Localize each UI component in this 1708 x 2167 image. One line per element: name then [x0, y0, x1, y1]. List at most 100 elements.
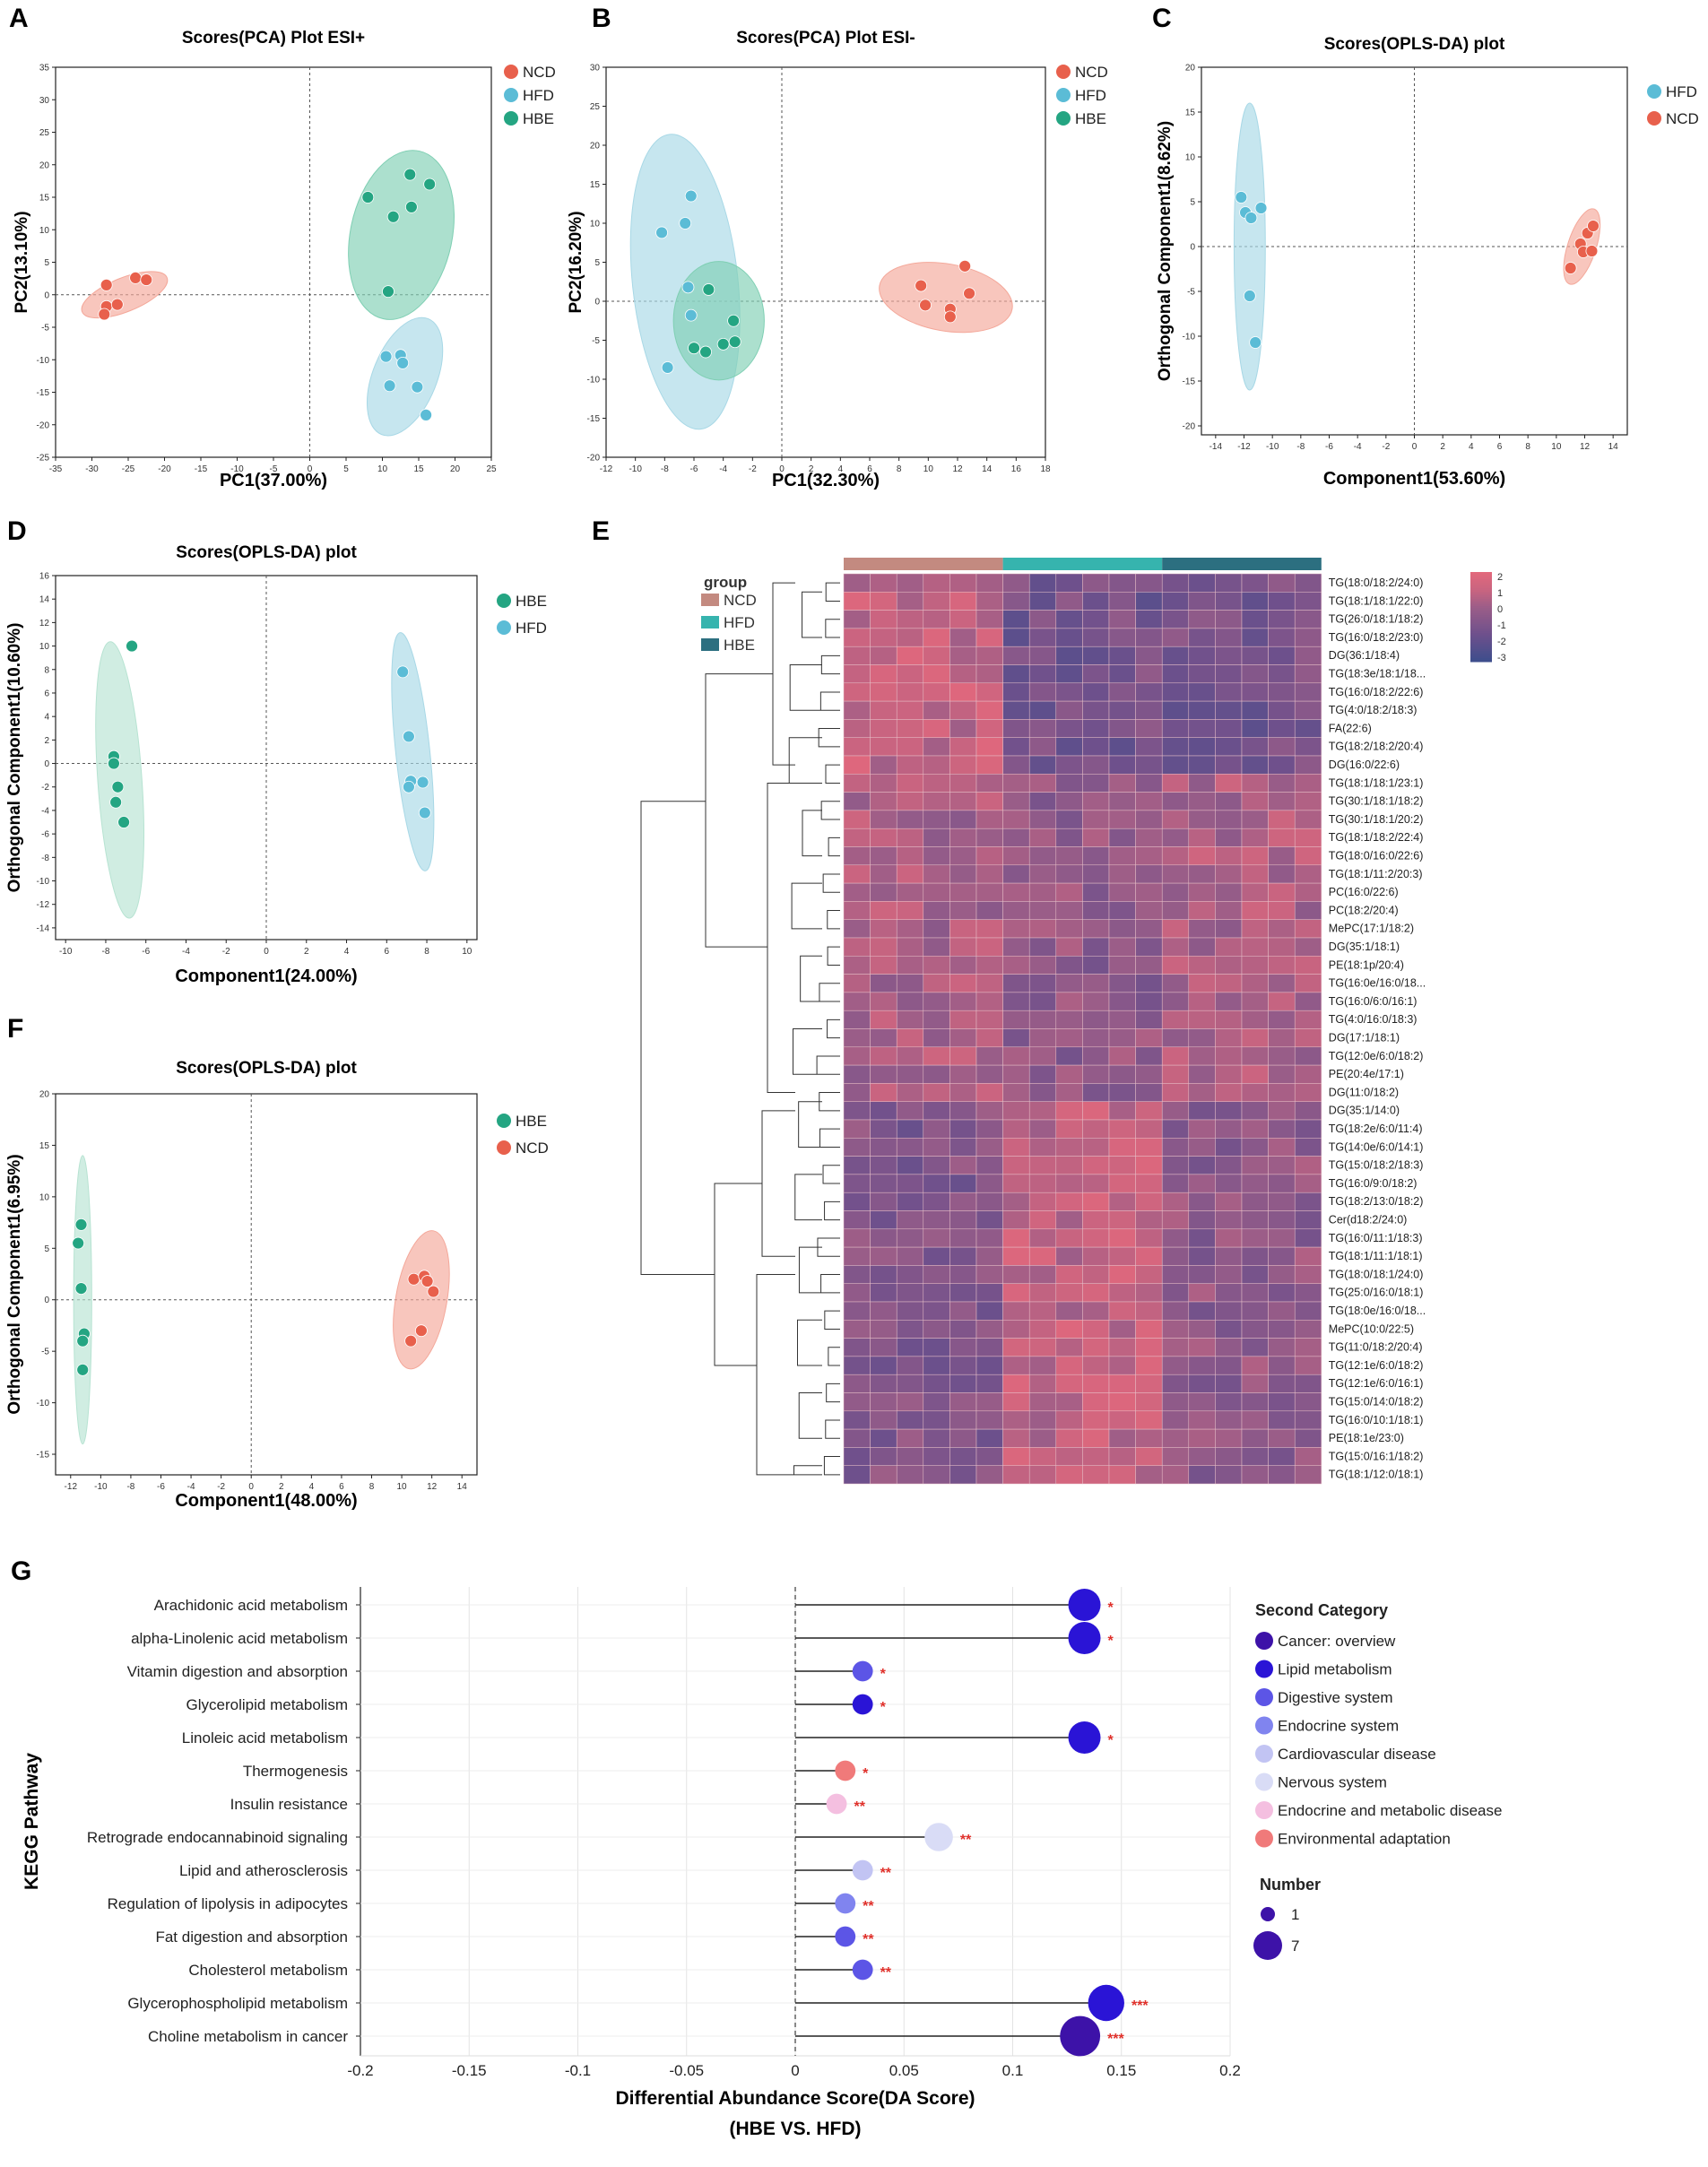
heatmap-cell	[896, 1119, 924, 1139]
heatmap-cell	[870, 1192, 897, 1211]
significance-marker: ***	[1131, 1998, 1149, 2014]
heatmap-cell	[1108, 1283, 1136, 1303]
x-tick-label: 4	[1469, 442, 1474, 452]
heatmap-cell	[975, 901, 1003, 920]
heatmap-cell	[1188, 1138, 1216, 1157]
color-scale-segment	[1470, 613, 1492, 616]
significance-marker: *	[863, 1766, 869, 1781]
heatmap-cell	[1108, 1101, 1136, 1121]
heatmap-cell	[1188, 1228, 1216, 1248]
heatmap-cell	[1028, 919, 1057, 939]
heatmap-cell	[923, 682, 950, 702]
heatmap-cell	[1135, 1119, 1163, 1139]
heatmap-cell	[1241, 1465, 1269, 1485]
y-tick-label: 30	[590, 64, 601, 74]
color-scale-segment	[1470, 656, 1492, 659]
heatmap-cell	[1135, 992, 1163, 1011]
heatmap-cell	[1108, 1210, 1136, 1230]
heatmap-cell	[1002, 646, 1030, 665]
data-point-hbe	[386, 210, 400, 223]
x-tick-label: 14	[457, 1482, 468, 1492]
color-scale-segment	[1470, 588, 1492, 591]
y-tick-label: 5	[1190, 198, 1195, 208]
heatmap-cell	[870, 1338, 897, 1357]
heatmap-cell	[1294, 919, 1322, 939]
heatmap-cell	[1055, 882, 1083, 902]
data-point-ncd	[129, 271, 143, 284]
data-point-hbe	[117, 816, 130, 828]
lollipop-dot	[835, 1893, 856, 1914]
heatmap-cell	[870, 864, 897, 884]
heatmap-cell	[1268, 1028, 1296, 1048]
heatmap-cell	[949, 1119, 977, 1139]
heatmap-cell	[975, 1228, 1003, 1248]
heatmap-cell	[949, 1465, 977, 1485]
category-legend-label: Digestive system	[1278, 1689, 1392, 1706]
legend-label-ncd: NCD	[516, 1140, 549, 1157]
category-legend-label: Nervous system	[1278, 1774, 1387, 1791]
data-point-hbe	[109, 795, 123, 809]
heatmap-cell	[1028, 974, 1057, 993]
heatmap-cell	[1241, 1101, 1269, 1121]
heatmap-cell	[870, 1447, 897, 1466]
heatmap-cell	[1135, 828, 1163, 847]
heatmap-cell	[1188, 1410, 1216, 1430]
heatmap-cell	[843, 1374, 871, 1393]
color-scale-segment	[1470, 626, 1492, 628]
heatmap-cell	[1135, 682, 1163, 702]
heatmap-cell	[896, 1447, 924, 1466]
heatmap-cell	[1108, 1174, 1136, 1193]
data-point-hfd	[1235, 191, 1248, 204]
significance-marker: *	[880, 1700, 887, 1715]
y-tick-label: -10	[1183, 333, 1196, 342]
heatmap-cell	[1055, 700, 1083, 720]
y-tick-label: 0	[44, 1296, 49, 1305]
heatmap-cell	[1161, 937, 1190, 957]
y-tick-label: 10	[39, 226, 50, 236]
x-tick-label: -10	[59, 947, 73, 957]
heatmap-cell	[1161, 1374, 1190, 1393]
heatmap-cell	[1241, 755, 1269, 775]
heatmap-cell	[1268, 719, 1296, 738]
heatmap-cell	[949, 919, 977, 939]
heatmap-cell	[1028, 901, 1057, 920]
heatmap-cell	[1241, 646, 1269, 665]
heatmap-cell	[1188, 1320, 1216, 1339]
heatmap-cell	[1028, 864, 1057, 884]
heatmap-cell	[975, 1028, 1003, 1048]
heatmap-cell	[1108, 1083, 1136, 1102]
heatmap-cell	[1268, 974, 1296, 993]
heatmap-cell	[949, 1028, 977, 1048]
data-point-hbe	[382, 285, 394, 299]
heatmap-cell	[1294, 1465, 1322, 1485]
heatmap-cell	[975, 882, 1003, 902]
heatmap-cell	[949, 1192, 977, 1211]
heatmap-cell	[1161, 610, 1190, 629]
heatmap-cell	[843, 1028, 871, 1048]
data-point-ncd	[427, 1285, 440, 1298]
color-scale-segment	[1470, 577, 1492, 580]
heatmap-cell	[1268, 1064, 1296, 1084]
heatmap-cell	[949, 774, 977, 793]
color-scale-segment	[1470, 595, 1492, 598]
color-scale-label: 1	[1497, 588, 1503, 599]
heatmap-cell	[975, 1447, 1003, 1466]
heatmap-cell	[1161, 1356, 1190, 1375]
heatmap-cell	[1135, 901, 1163, 920]
color-scale-segment	[1470, 592, 1492, 594]
heatmap-cell	[1002, 1301, 1030, 1321]
panel-letter: D	[7, 516, 27, 546]
legend-marker-ncd	[504, 65, 518, 79]
heatmap-cell	[1135, 1356, 1163, 1375]
heatmap-cell	[1135, 1156, 1163, 1175]
heatmap-cell	[1028, 1283, 1057, 1303]
heatmap-cell	[1082, 937, 1110, 957]
y-tick-label: -20	[37, 420, 50, 430]
y-axis-label: Orthogonal Component1(6.95%)	[5, 1154, 24, 1414]
heatmap-cell	[896, 901, 924, 920]
heatmap-cell	[843, 1465, 871, 1485]
heatmap-cell	[1135, 1465, 1163, 1485]
heatmap-cell	[1002, 1465, 1030, 1485]
heatmap-cell	[949, 792, 977, 811]
